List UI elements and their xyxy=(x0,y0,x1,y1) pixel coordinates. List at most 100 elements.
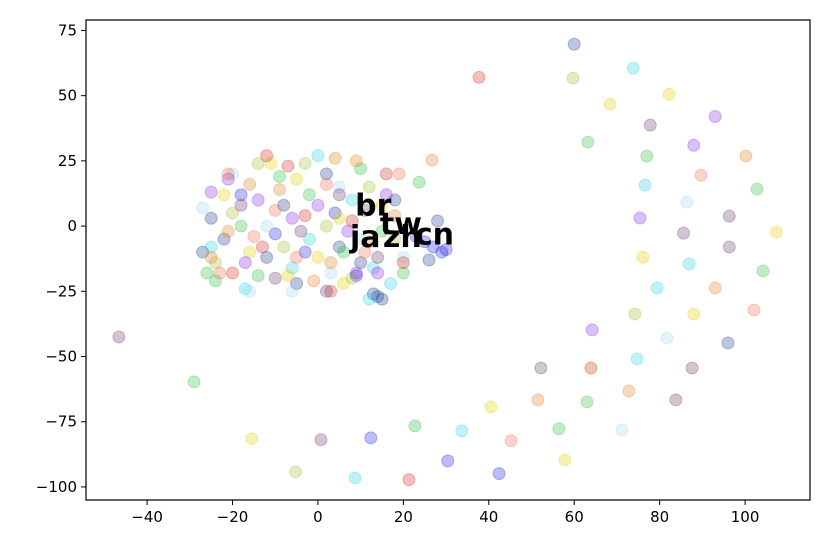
annotation: ja xyxy=(349,220,381,255)
y-tick-label: −25 xyxy=(45,282,77,300)
point xyxy=(294,224,308,238)
point xyxy=(425,153,439,167)
point xyxy=(615,423,629,437)
y-tick-label: 25 xyxy=(58,152,77,170)
point xyxy=(531,393,545,407)
point xyxy=(354,232,368,246)
point xyxy=(721,336,735,350)
point xyxy=(484,400,498,414)
point xyxy=(680,195,694,209)
point xyxy=(226,206,240,220)
x-tick-label: 40 xyxy=(479,508,498,526)
point xyxy=(204,211,218,225)
point xyxy=(234,198,248,212)
point xyxy=(375,292,389,306)
x-tick-label: −40 xyxy=(131,508,163,526)
point xyxy=(669,393,683,407)
point xyxy=(298,209,312,223)
point xyxy=(431,214,445,228)
point xyxy=(349,154,363,168)
point xyxy=(633,211,647,225)
point xyxy=(630,352,644,366)
point xyxy=(204,240,218,254)
point xyxy=(272,183,286,197)
point xyxy=(243,245,257,259)
point xyxy=(268,203,282,217)
point xyxy=(217,188,231,202)
point xyxy=(332,240,346,254)
point xyxy=(504,434,518,448)
point xyxy=(285,211,299,225)
point xyxy=(251,269,265,283)
x-tick-label: 100 xyxy=(731,508,760,526)
point xyxy=(251,193,265,207)
point xyxy=(392,167,406,181)
y-tick-label: 50 xyxy=(58,87,77,105)
point xyxy=(638,178,652,192)
point xyxy=(375,198,389,212)
point xyxy=(585,323,599,337)
point xyxy=(366,287,380,301)
point xyxy=(747,303,761,317)
point xyxy=(345,271,359,285)
point xyxy=(221,224,235,238)
point xyxy=(200,266,214,280)
point xyxy=(187,375,201,389)
point xyxy=(422,253,436,267)
x-tick-label: 80 xyxy=(650,508,669,526)
point xyxy=(371,266,385,280)
point xyxy=(441,454,455,468)
point xyxy=(272,170,286,184)
point xyxy=(396,256,410,270)
point xyxy=(290,172,304,186)
point xyxy=(584,361,598,375)
point xyxy=(552,422,566,436)
point xyxy=(332,188,346,202)
x-tick-label: 0 xyxy=(313,508,323,526)
point xyxy=(534,361,548,375)
point xyxy=(388,232,402,246)
point xyxy=(243,284,257,298)
point xyxy=(311,250,325,264)
y-tick-label: −100 xyxy=(36,478,77,496)
point xyxy=(281,159,295,173)
point xyxy=(418,235,432,249)
point xyxy=(268,227,282,241)
point xyxy=(307,274,321,288)
point xyxy=(435,245,449,259)
point xyxy=(628,307,642,321)
point xyxy=(722,240,736,254)
point xyxy=(255,240,269,254)
point xyxy=(260,149,274,163)
point xyxy=(285,284,299,298)
point xyxy=(319,167,333,181)
point xyxy=(362,235,376,249)
point xyxy=(492,467,506,481)
point xyxy=(396,250,410,264)
point xyxy=(708,281,722,295)
point xyxy=(354,256,368,270)
point xyxy=(264,156,278,170)
point xyxy=(769,225,783,239)
point xyxy=(412,175,426,189)
plot-frame xyxy=(85,19,811,501)
point xyxy=(362,180,376,194)
point xyxy=(660,331,674,345)
point xyxy=(260,250,274,264)
point xyxy=(285,261,299,275)
point xyxy=(277,198,291,212)
point xyxy=(226,266,240,280)
point xyxy=(234,219,248,233)
x-tick-label: −20 xyxy=(217,508,249,526)
point xyxy=(349,269,363,283)
annotation: tw xyxy=(380,207,422,242)
point xyxy=(756,264,770,278)
point xyxy=(358,203,372,217)
point xyxy=(302,232,316,246)
point xyxy=(408,419,422,433)
point xyxy=(319,284,333,298)
point xyxy=(581,135,595,149)
x-tick-label: 20 xyxy=(394,508,413,526)
y-tick-label: −75 xyxy=(45,413,77,431)
